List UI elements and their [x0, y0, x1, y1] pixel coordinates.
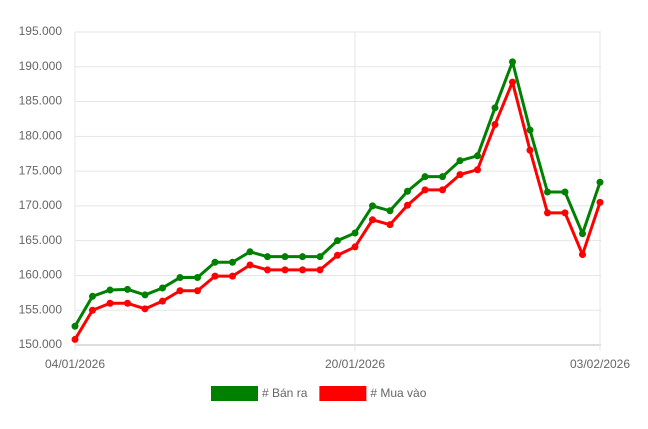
data-point: [579, 251, 586, 259]
data-point: [491, 104, 499, 112]
y-tick-label: 175.000: [19, 163, 63, 177]
series-line: [73, 80, 602, 341]
data-point: [544, 188, 551, 196]
data-point: [596, 178, 604, 186]
y-tick-label: 150.000: [19, 337, 63, 351]
y-tick-label: 185.000: [19, 94, 63, 108]
data-point: [351, 229, 359, 237]
data-point: [439, 173, 446, 181]
data-point: [421, 186, 429, 194]
y-tick-label: 160.000: [19, 268, 63, 282]
x-tick-label: 03/02/2026: [570, 357, 630, 371]
data-point: [561, 188, 569, 196]
data-point: [229, 258, 236, 266]
data-point: [509, 58, 516, 66]
data-point: [141, 305, 149, 313]
y-tick-label: 195.000: [19, 24, 63, 38]
data-point: [246, 261, 254, 269]
data-point: [526, 146, 534, 154]
data-point: [281, 266, 289, 274]
legend-swatch: [319, 386, 367, 401]
data-point: [299, 253, 306, 261]
data-point: [194, 274, 201, 282]
y-tick-label: 155.000: [19, 302, 63, 316]
data-point: [89, 306, 96, 314]
y-tick-label: 180.000: [19, 129, 63, 143]
data-point: [456, 157, 464, 165]
data-point: [456, 171, 464, 179]
data-point: [264, 266, 271, 274]
data-point: [404, 187, 411, 195]
data-point: [474, 166, 481, 174]
data-point: [141, 291, 149, 299]
data-point: [71, 322, 79, 330]
data-point: [544, 209, 551, 217]
x-tick-label: 04/01/2026: [45, 357, 105, 371]
legend-label: # Bán ra: [262, 386, 308, 400]
data-point: [176, 274, 184, 282]
y-tick-label: 165.000: [19, 233, 63, 247]
data-point: [264, 253, 271, 261]
data-point: [299, 266, 306, 274]
data-point: [159, 297, 166, 305]
data-point: [281, 253, 289, 261]
data-point: [89, 292, 96, 300]
legend-swatch: [211, 386, 258, 401]
y-tick-label: 190.000: [19, 59, 63, 73]
data-point: [561, 209, 569, 217]
data-point: [386, 221, 394, 229]
x-tick-label: 20/01/2026: [325, 357, 385, 371]
data-point: [106, 299, 114, 307]
data-point: [369, 216, 376, 224]
data-point: [596, 198, 604, 206]
data-point: [491, 121, 499, 129]
data-point: [71, 335, 79, 343]
data-point: [316, 253, 324, 261]
data-point: [579, 230, 586, 238]
data-point: [351, 243, 359, 251]
data-point: [211, 258, 219, 266]
data-point: [246, 248, 254, 256]
data-point: [421, 173, 429, 181]
data-point: [386, 207, 394, 215]
data-point: [211, 272, 219, 280]
data-point: [509, 78, 516, 86]
data-point: [334, 237, 341, 245]
data-point: [194, 287, 201, 295]
data-point: [176, 287, 184, 295]
data-point: [369, 202, 376, 210]
data-point: [526, 126, 534, 134]
data-point: [439, 186, 446, 194]
data-point: [124, 285, 131, 293]
data-point: [159, 284, 166, 292]
data-point: [474, 152, 481, 160]
legend-label: # Mua vào: [370, 386, 426, 400]
data-point: [124, 299, 131, 307]
data-point: [229, 272, 236, 280]
data-point: [106, 286, 114, 294]
data-point: [316, 266, 324, 274]
data-point: [404, 201, 411, 209]
y-tick-label: 170.000: [19, 198, 63, 212]
data-point: [334, 251, 341, 259]
